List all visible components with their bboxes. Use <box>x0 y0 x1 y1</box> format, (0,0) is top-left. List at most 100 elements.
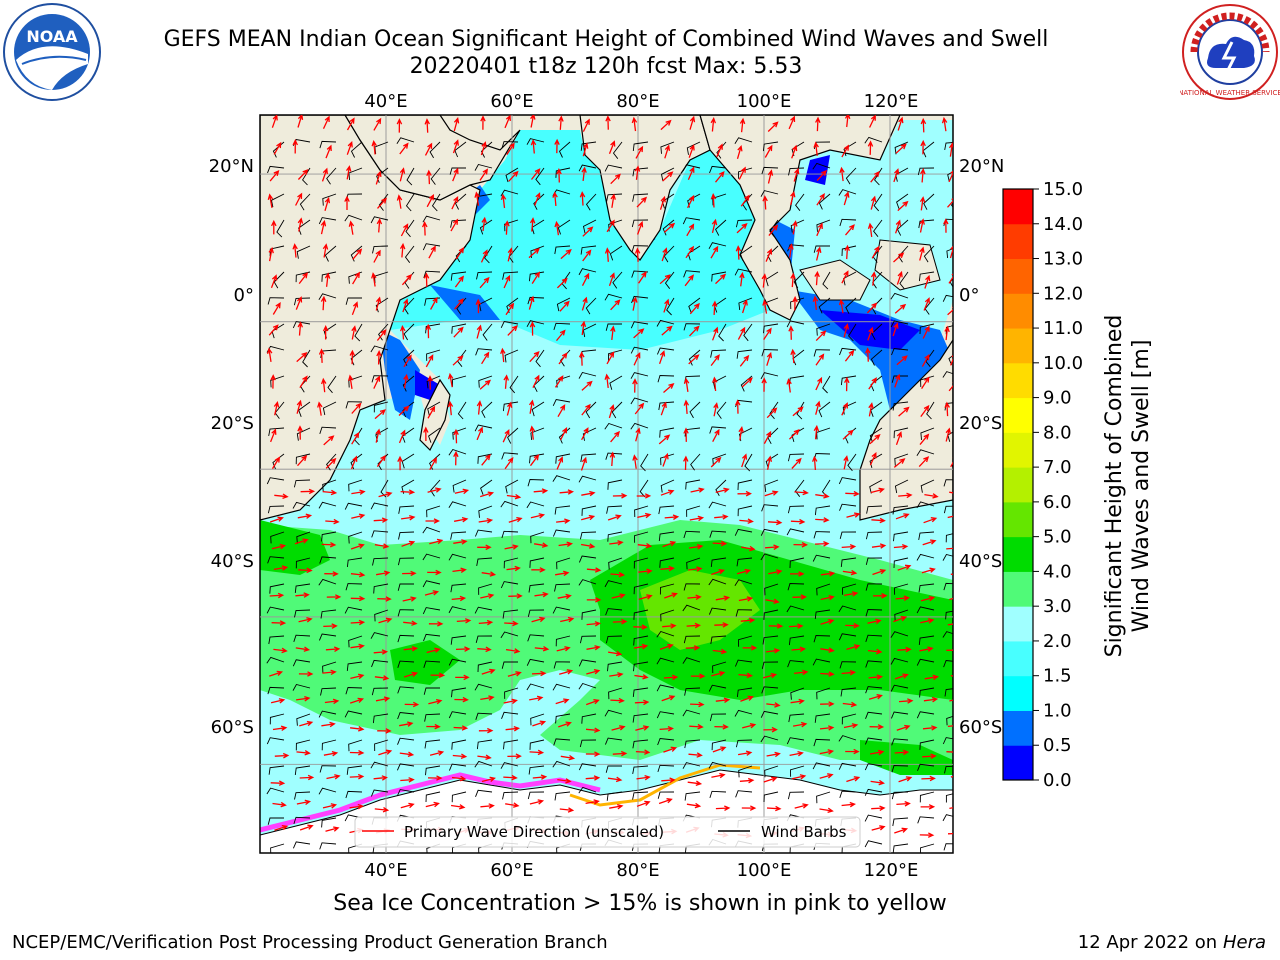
wave-direction-arrow <box>350 726 365 732</box>
wave-direction-arrow <box>320 377 327 393</box>
wind-barb <box>375 297 389 313</box>
wind-barb <box>269 713 285 725</box>
wind-barb <box>322 661 337 674</box>
wind-barb <box>788 167 805 176</box>
wave-direction-arrow <box>453 117 460 132</box>
wind-barb <box>682 217 701 225</box>
wave-direction-arrow <box>508 170 519 182</box>
wave-direction-arrow <box>761 273 768 288</box>
wave-direction-arrow <box>271 115 278 128</box>
wind-barb <box>350 349 363 366</box>
wave-direction-arrow <box>299 824 314 831</box>
wave-direction-arrow <box>321 167 328 182</box>
wind-barb <box>787 791 805 800</box>
wind-barb <box>893 557 909 569</box>
wave-direction-arrow <box>664 514 680 520</box>
wave-direction-arrow <box>399 242 406 258</box>
wave-direction-arrow <box>556 518 571 524</box>
wave-direction-arrow <box>794 489 809 496</box>
wind-barb <box>640 453 649 472</box>
wave-direction-arrow <box>297 115 304 128</box>
wind-barb <box>504 349 519 363</box>
colorbar-tick-label: 1.5 <box>1043 666 1072 687</box>
wind-barb <box>396 763 415 771</box>
wave-direction-arrow <box>685 245 695 259</box>
wave-direction-arrow <box>274 752 290 759</box>
wind-barb <box>787 583 805 591</box>
wave-direction-arrow <box>712 428 720 443</box>
wind-barb <box>790 297 805 310</box>
wind-barb <box>405 193 415 212</box>
wave-direction-arrow <box>740 194 750 207</box>
wave-direction-arrow <box>736 144 743 159</box>
wind-barb <box>448 448 467 456</box>
wave-direction-arrow <box>376 329 387 341</box>
wave-direction-arrow <box>531 567 546 573</box>
credit-text: NCEP/EMC/Verification Post Processing Pr… <box>12 932 608 953</box>
wind-barb <box>477 661 493 673</box>
wind-barb <box>873 219 883 237</box>
wind-barb <box>818 401 831 418</box>
wind-barb <box>786 605 805 613</box>
wave-direction-arrow <box>683 455 689 471</box>
wave-direction-arrow <box>298 567 313 574</box>
wind-barb <box>526 320 545 328</box>
wind-barb <box>734 709 753 717</box>
wave-direction-arrow <box>371 272 377 287</box>
wave-direction-arrow <box>688 752 703 758</box>
lon-ticks-bottom: 40°E 60°E 80°E 100°E 120°E <box>364 860 918 881</box>
wave-direction-arrow <box>272 801 287 808</box>
ocean-field-coastal <box>805 155 830 185</box>
wave-direction-arrow <box>737 326 746 340</box>
wind-barb <box>378 193 389 211</box>
wave-direction-arrow <box>636 196 648 208</box>
wave-direction-arrow <box>715 487 730 494</box>
wave-direction-arrow <box>947 623 953 626</box>
wave-direction-arrow <box>660 489 675 496</box>
wind-barb <box>422 526 441 534</box>
wind-barb <box>322 193 337 206</box>
wave-direction-arrow <box>586 567 602 573</box>
wave-direction-arrow <box>350 571 366 578</box>
wind-barb <box>943 582 953 591</box>
wind-barb <box>269 245 285 257</box>
wind-barb <box>612 141 623 159</box>
wind-barb <box>397 557 415 566</box>
wave-direction-arrow <box>661 695 676 702</box>
wave-direction-arrow <box>687 780 703 787</box>
wave-direction-arrow <box>581 296 588 311</box>
wind-barb <box>403 323 415 341</box>
wave-direction-arrow <box>766 751 781 758</box>
wind-barb <box>865 660 883 668</box>
wind-barb <box>683 323 701 331</box>
wind-barb <box>839 503 857 511</box>
wave-direction-arrow <box>325 457 337 469</box>
wave-direction-arrow <box>763 327 772 340</box>
wave-direction-arrow <box>663 222 676 233</box>
wave-direction-arrow <box>659 195 666 210</box>
wave-direction-arrow <box>453 326 464 338</box>
wind-barb <box>374 609 389 622</box>
wind-barb <box>945 610 953 620</box>
wave-direction-arrow <box>741 299 748 314</box>
wind-barb <box>943 843 953 851</box>
wave-direction-arrow <box>768 224 779 237</box>
wave-direction-arrow <box>766 455 773 470</box>
wave-direction-arrow <box>581 490 596 497</box>
wave-direction-arrow <box>606 351 615 365</box>
wind-barb <box>528 765 545 775</box>
wind-barb <box>426 375 441 389</box>
wind-barb <box>865 711 883 719</box>
wave-direction-arrow <box>376 349 382 365</box>
wind-barb <box>814 713 831 723</box>
wave-direction-arrow <box>296 799 312 806</box>
wave-direction-arrow <box>528 399 535 414</box>
wave-direction-arrow <box>897 200 909 212</box>
svg-text:NATIONAL WEATHER SERVICE: NATIONAL WEATHER SERVICE <box>1180 89 1280 97</box>
wind-barb <box>406 167 415 186</box>
wave-direction-arrow <box>683 399 690 414</box>
wave-direction-arrow <box>581 166 587 181</box>
wind-barb <box>816 219 831 232</box>
wind-barb <box>503 739 519 750</box>
wind-barb <box>708 501 727 509</box>
